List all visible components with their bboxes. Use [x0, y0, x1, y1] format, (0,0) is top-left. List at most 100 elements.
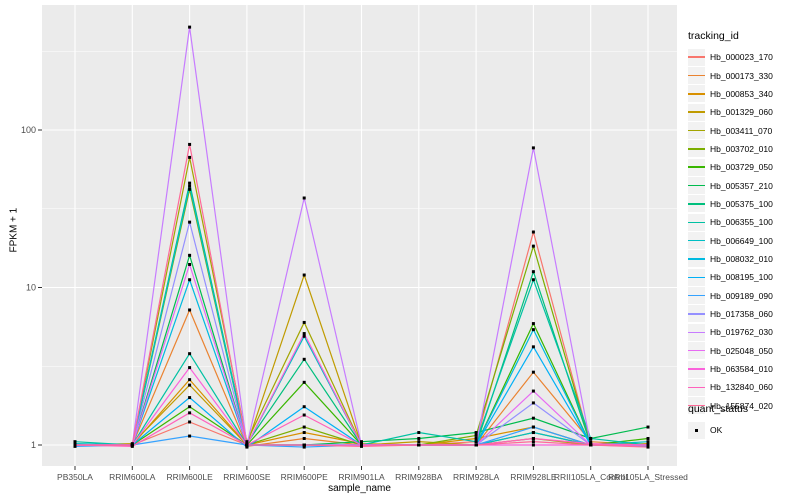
data-point — [531, 244, 535, 248]
legend-item-label: Hb_008195_100 — [710, 272, 773, 283]
legend-quant-status: quant_status OK — [688, 403, 798, 439]
legend-item-label: Hb_019762_030 — [710, 327, 773, 338]
data-point — [360, 440, 363, 444]
x-tick-label: RRIM928LE — [510, 472, 557, 482]
data-point — [188, 253, 192, 257]
legend-quant-item-list: OK — [688, 421, 798, 439]
legend-item: Hb_000853_340 — [688, 85, 798, 103]
data-point — [130, 443, 134, 447]
data-point — [302, 425, 306, 429]
legend-item-label: Hb_000023_170 — [710, 52, 773, 63]
data-point — [474, 440, 478, 444]
data-point — [188, 420, 192, 424]
legend-item: Hb_003702_010 — [688, 140, 798, 158]
legend-item-list: Hb_000023_170 Hb_000173_330 Hb_000853_340 H… — [688, 48, 798, 415]
legend-item-label: Hb_025048_050 — [710, 345, 773, 356]
black-square-point-icon — [688, 421, 705, 439]
data-point — [589, 440, 593, 444]
data-point — [188, 262, 192, 266]
legend-item: Hb_000023_170 — [688, 48, 798, 66]
data-point — [531, 270, 535, 274]
line-swatch-icon — [688, 232, 705, 250]
x-tick-label: PB350LA — [57, 472, 93, 482]
data-point — [531, 328, 535, 332]
data-point — [302, 443, 306, 447]
data-point — [188, 378, 192, 382]
data-point — [646, 443, 650, 447]
legend-item-label: Hb_003702_010 — [710, 143, 773, 154]
data-point — [245, 440, 249, 444]
data-point — [531, 389, 535, 393]
legend-item: Hb_005375_100 — [688, 195, 798, 213]
x-tick-label: RRII105LA_Stressed — [608, 472, 688, 482]
data-point — [531, 345, 535, 349]
data-point — [188, 155, 192, 159]
line-swatch-icon — [688, 67, 705, 85]
x-tick-label: RRIM600SE — [223, 472, 271, 482]
data-point — [188, 396, 192, 400]
line-swatch-icon — [688, 103, 705, 121]
data-point — [531, 416, 535, 420]
data-point — [302, 196, 306, 200]
x-axis-title: sample_name — [328, 483, 391, 494]
legend-title: tracking_id — [688, 30, 739, 42]
legend-item-label: Hb_000853_340 — [710, 88, 773, 99]
line-swatch-icon — [688, 287, 705, 305]
data-point — [302, 436, 306, 440]
data-point — [302, 357, 306, 361]
line-swatch-icon — [688, 122, 705, 140]
data-point — [188, 142, 192, 146]
data-point — [474, 431, 478, 435]
legend-item-label: Hb_003729_050 — [710, 162, 773, 173]
legend-item: Hb_009189_090 — [688, 286, 798, 305]
line-swatch-icon — [688, 85, 705, 103]
data-point — [531, 230, 535, 234]
data-point — [302, 332, 306, 336]
legend-item: Hb_006649_100 — [688, 231, 798, 250]
legend-item-label: Hb_132840_060 — [710, 382, 773, 393]
data-point — [417, 436, 421, 440]
line-swatch-icon — [688, 250, 705, 268]
data-point — [531, 146, 535, 150]
data-point — [646, 436, 650, 440]
data-point — [188, 181, 192, 185]
line-swatch-icon — [688, 213, 705, 231]
legend-item-label: Hb_063584_010 — [710, 364, 773, 375]
data-point — [302, 380, 306, 384]
x-tick-label: RRIM928LA — [453, 472, 500, 482]
data-point — [188, 411, 192, 415]
data-point — [188, 278, 192, 282]
x-tick-label: RRIM600LA — [109, 472, 156, 482]
x-tick-label: RRIM600LE — [166, 472, 213, 482]
data-point — [188, 308, 192, 312]
data-point — [531, 443, 535, 447]
line-swatch-icon — [688, 177, 705, 195]
data-point — [589, 443, 593, 447]
legend-item-label: Hb_003411_070 — [710, 125, 773, 136]
data-point — [302, 320, 306, 324]
data-point — [531, 436, 535, 440]
data-point — [474, 433, 478, 437]
data-point — [188, 366, 192, 370]
data-point — [245, 443, 249, 447]
legend-item: Hb_017358_060 — [688, 305, 798, 323]
data-point — [188, 187, 192, 191]
data-point — [531, 431, 535, 435]
data-point — [302, 413, 306, 417]
legend-item: Hb_003411_070 — [688, 121, 798, 140]
line-swatch-icon — [688, 305, 705, 323]
data-point — [188, 25, 192, 29]
x-tick-label: RRIM928BA — [395, 472, 443, 482]
legend-item-label: Hb_017358_060 — [710, 308, 773, 319]
x-tick-label: RRIM600PE — [281, 472, 329, 482]
y-tick-label: 100 — [21, 125, 36, 135]
legend-item-label: Hb_006649_100 — [710, 235, 773, 246]
legend-item: OK — [688, 421, 798, 439]
line-swatch-icon — [688, 195, 705, 213]
legend-item: Hb_008032_010 — [688, 250, 798, 268]
data-point — [188, 383, 192, 387]
data-point — [531, 370, 535, 374]
line-swatch-icon — [688, 140, 705, 158]
y-axis-title: FPKM + 1 — [8, 207, 20, 253]
